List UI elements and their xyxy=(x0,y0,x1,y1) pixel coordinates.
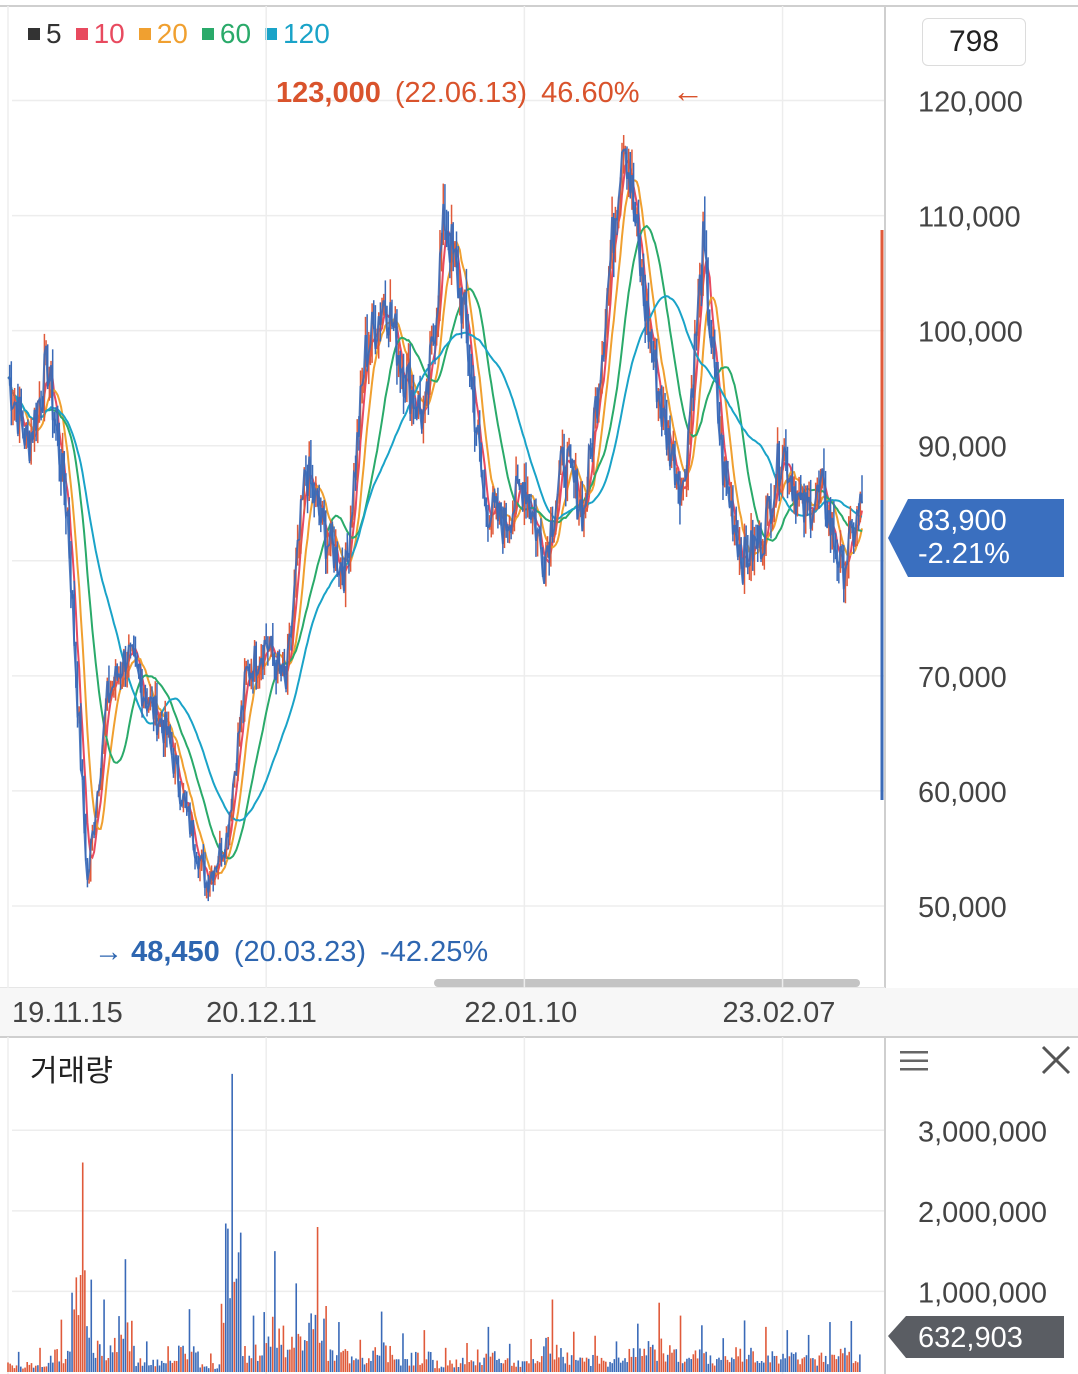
low-marker: → 48,450 (20.03.23) -42.25% xyxy=(94,936,488,968)
legend-swatch xyxy=(28,28,40,40)
low-pct: -42.25% xyxy=(380,936,488,968)
volume-current-tag: 632,903 xyxy=(888,1316,1064,1358)
time-axis-band xyxy=(0,988,1078,1036)
volume-title: 거래량 xyxy=(30,1055,113,1088)
ma-line-120 xyxy=(7,295,863,822)
high-price: 123,000 xyxy=(276,77,381,109)
ma-line-60 xyxy=(7,224,863,860)
y-tick-label: 120,000 xyxy=(918,87,1023,119)
volume-tag-shape xyxy=(888,1316,1064,1358)
low-arrow-icon: → xyxy=(94,936,123,968)
legend-label: 60 xyxy=(219,18,252,49)
high-pct: 46.60% xyxy=(541,77,639,109)
volume-current: 632,903 xyxy=(918,1322,1023,1354)
current-price-tag: 83,900 -2.21% xyxy=(888,499,1064,577)
legend-item-60[interactable]: 60 xyxy=(201,18,252,50)
legend-item-5[interactable]: 5 xyxy=(28,18,62,50)
legend-label: 20 xyxy=(156,18,188,49)
volume-tick-label: 2,000,000 xyxy=(918,1197,1047,1229)
legend-item-20[interactable]: 20 xyxy=(138,18,188,50)
volume-tick-label: 3,000,000 xyxy=(918,1116,1047,1148)
legend-swatch xyxy=(201,28,214,40)
menu-icon[interactable] xyxy=(900,1048,930,1074)
x-tick-label: 20.12.11 xyxy=(206,997,317,1029)
x-tick-label: 22.01.10 xyxy=(464,997,577,1029)
legend-swatch xyxy=(75,28,88,40)
legend-label: 120 xyxy=(283,18,330,49)
ma-line-5 xyxy=(7,148,863,893)
current-change: -2.21% xyxy=(918,538,1010,570)
high-date: (22.06.13) xyxy=(395,77,527,109)
close-icon-glyph xyxy=(1041,1045,1071,1075)
x-tick-label: 19.11.15 xyxy=(12,997,123,1029)
legend-item-120[interactable]: 120 xyxy=(265,18,330,50)
legend-item-10[interactable]: 10 xyxy=(75,18,125,50)
y-tick-label: 70,000 xyxy=(918,662,1007,694)
price-tag-shape xyxy=(888,499,1064,577)
low-date: (20.03.23) xyxy=(234,936,366,968)
y-tick-label: 50,000 xyxy=(918,892,1007,924)
ma-legend: 5 10 20 60 120 xyxy=(28,18,330,50)
y-tick-label: 90,000 xyxy=(918,432,1007,464)
current-price: 83,900 xyxy=(918,505,1007,537)
legend-label: 5 xyxy=(46,18,62,49)
scroll-bar[interactable] xyxy=(434,979,860,987)
legend-swatch xyxy=(265,28,278,40)
y-tick-label: 60,000 xyxy=(918,777,1007,809)
candle-count-box[interactable]: 798 xyxy=(922,18,1026,66)
high-arrow-icon: ← xyxy=(672,73,704,109)
high-marker: 123,000 (22.06.13) 46.60% xyxy=(276,77,640,109)
legend-label: 10 xyxy=(93,18,125,49)
legend-swatch xyxy=(138,28,151,40)
x-tick-label: 23.02.07 xyxy=(723,997,836,1029)
menu-icon-glyph xyxy=(900,1051,928,1071)
volume-tick-label: 1,000,000 xyxy=(918,1277,1047,1309)
close-icon[interactable] xyxy=(1040,1044,1072,1076)
low-price: 48,450 xyxy=(131,936,220,968)
y-tick-label: 100,000 xyxy=(918,317,1023,349)
y-tick-label: 110,000 xyxy=(918,202,1021,234)
